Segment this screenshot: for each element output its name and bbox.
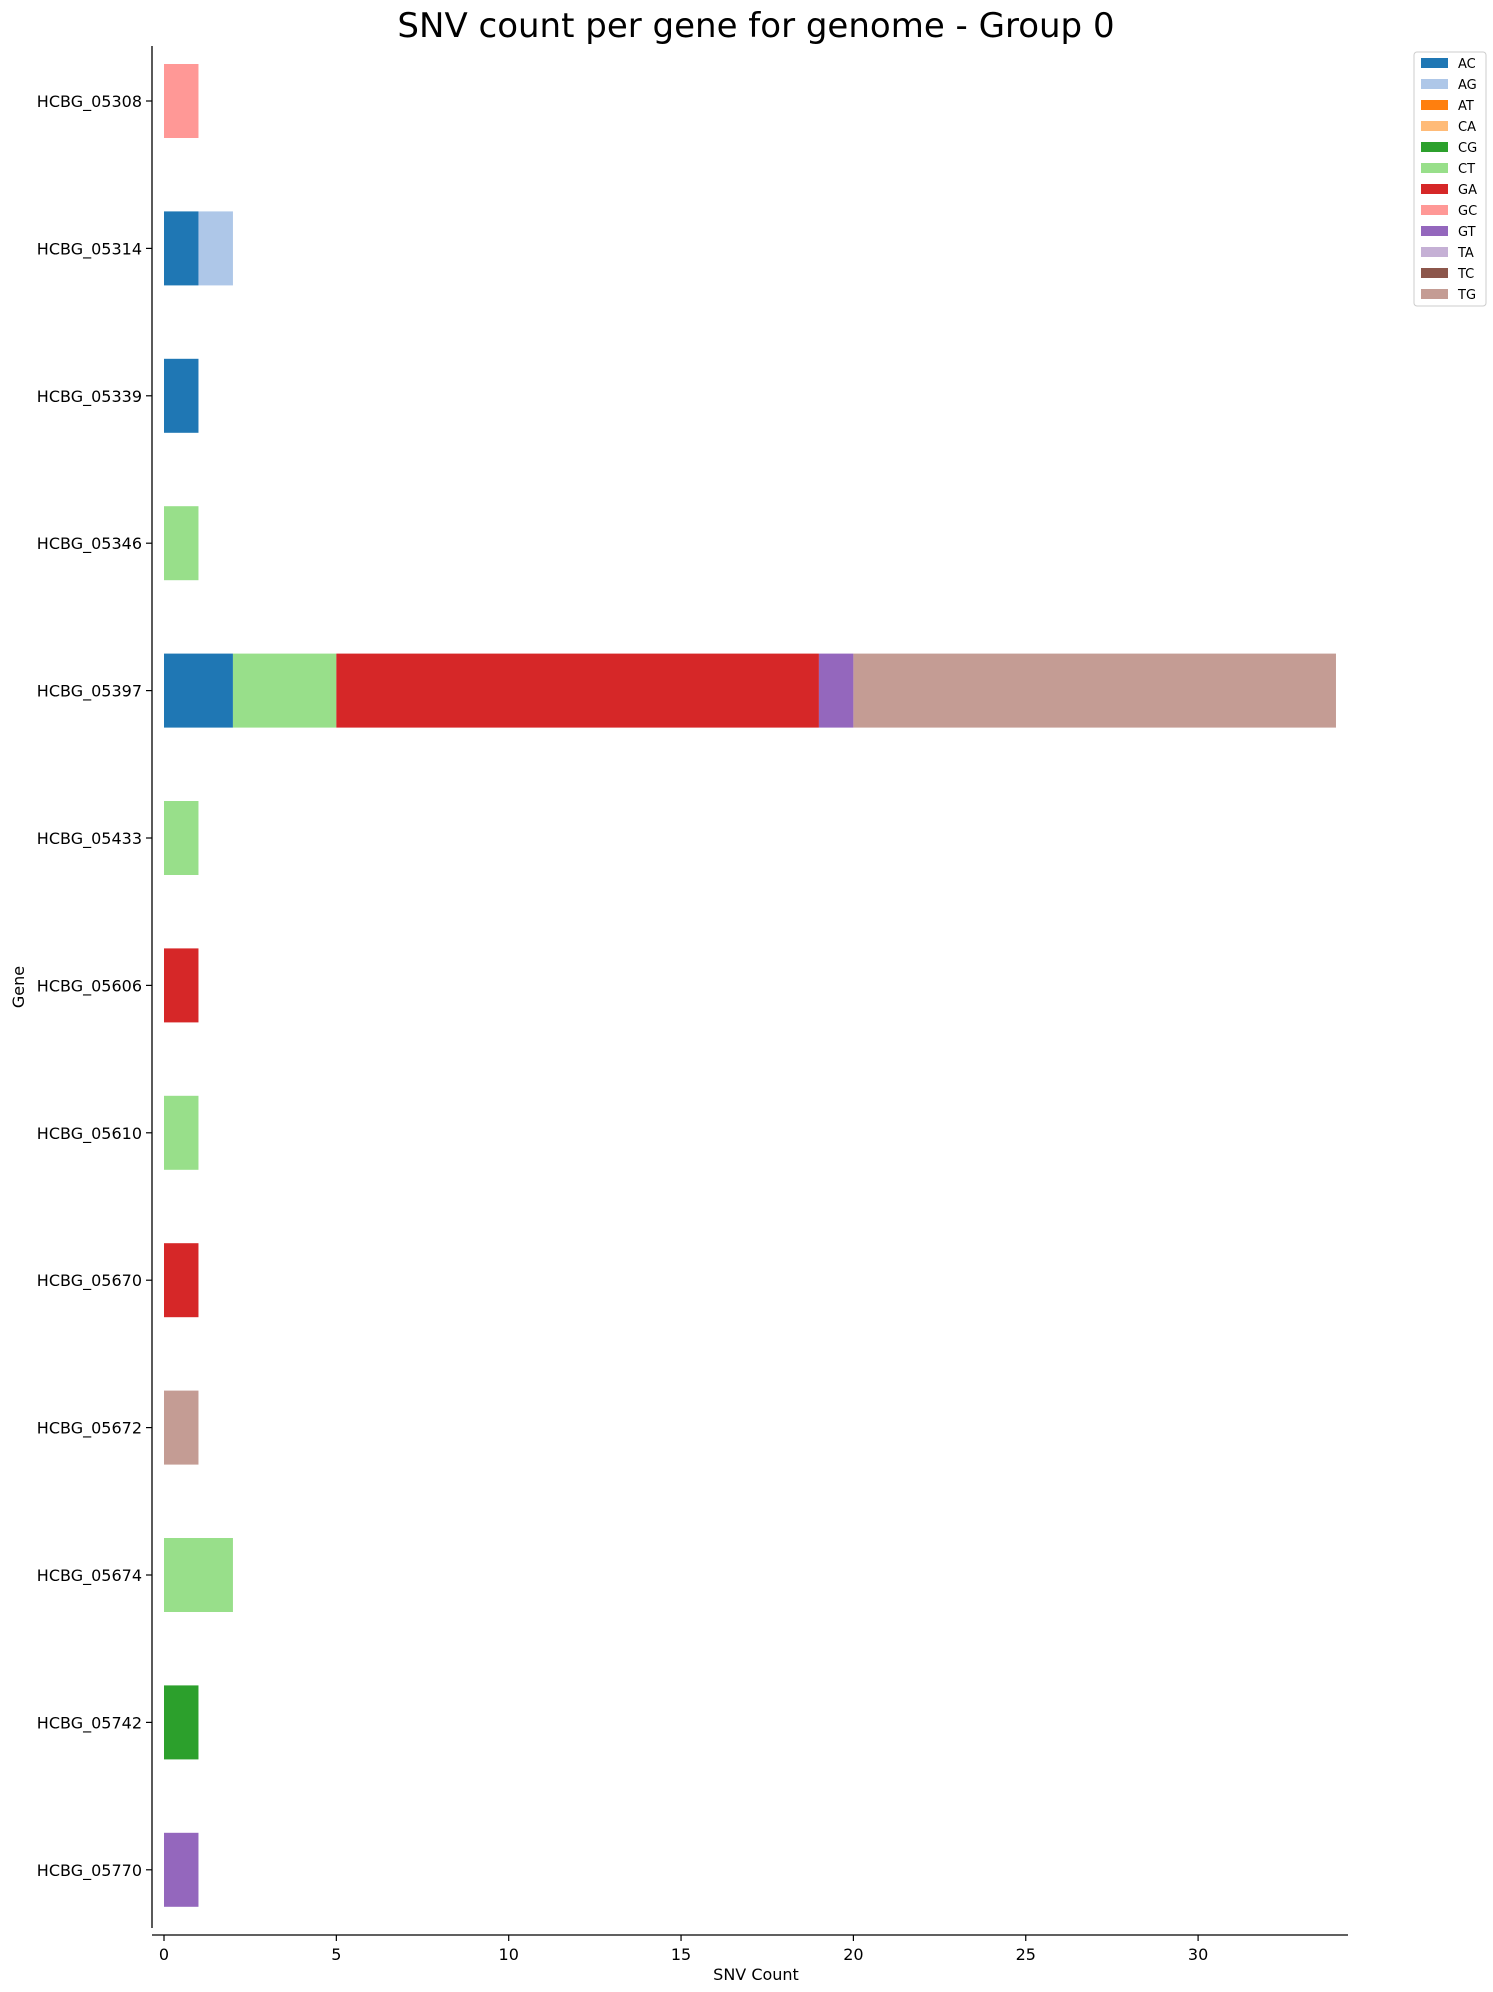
bar-segment-hcbg_05397-gt: [818, 653, 854, 728]
legend-label-gt: GT: [1458, 225, 1476, 240]
x-tick-label: 25: [1016, 1945, 1036, 1964]
y-tick-label: HCBG_05314: [37, 239, 142, 259]
legend-swatch-ag: [1421, 79, 1448, 89]
chart-title: SNV count per gene for genome - Group 0: [397, 6, 1114, 46]
y-tick-label: HCBG_05670: [37, 1271, 142, 1291]
legend-swatch-ca: [1421, 121, 1448, 131]
x-tick-label: 10: [499, 1945, 519, 1964]
bar-segment-hcbg_05308-gc: [164, 64, 199, 138]
legend-label-ga: GA: [1458, 183, 1477, 198]
y-tick-label: HCBG_05346: [37, 534, 142, 554]
legend-items: AC AG AT CA CG CT GA GC GT TA TC TG: [1421, 57, 1477, 303]
bar-segment-hcbg_05672-tg: [164, 1390, 199, 1465]
x-axis-label: SNV Count: [713, 1965, 799, 1984]
legend-swatch-cg: [1421, 142, 1448, 152]
legend-label-cg: CG: [1458, 141, 1477, 156]
legend-swatch-ct: [1421, 163, 1448, 173]
legend-swatch-ta: [1421, 247, 1448, 257]
legend-label-ct: CT: [1458, 162, 1475, 177]
x-axis-ticks: 0 5 10 15 20 25 30: [159, 1935, 1208, 1964]
bar-segment-hcbg_05346-ct: [164, 506, 199, 581]
bar-segment-hcbg_05314-ag: [198, 211, 233, 286]
bar-segment-hcbg_05397-ct: [232, 653, 337, 728]
legend-label-ca: CA: [1458, 120, 1476, 135]
bar-segment-hcbg_05397-ga: [336, 653, 819, 728]
legend-swatch-gc: [1421, 205, 1448, 215]
bar-segment-hcbg_05770-gt: [164, 1832, 199, 1907]
legend-swatch-ga: [1421, 184, 1448, 194]
legend-label-at: AT: [1458, 99, 1474, 114]
y-axis-ticks: HCBG_05308 HCBG_05314 HCBG_05339 HCBG_05346…: [37, 92, 152, 1881]
y-tick-label: HCBG_05339: [37, 387, 142, 407]
y-tick-label: HCBG_05433: [37, 829, 142, 849]
y-tick-label: HCBG_05770: [37, 1861, 142, 1881]
bar-segment-hcbg_05397-ac: [164, 653, 233, 728]
bar-segment-hcbg_05433-ct: [164, 801, 199, 875]
legend-label-ta: TA: [1457, 246, 1474, 261]
legend-frame: [1413, 51, 1487, 307]
legend-label-tg: TG: [1457, 288, 1476, 303]
legend-swatch-ac: [1421, 58, 1448, 68]
y-tick-label: HCBG_05606: [37, 976, 142, 996]
y-tick-label: HCBG_05397: [37, 682, 142, 702]
legend-label-gc: GC: [1458, 204, 1477, 219]
x-tick-label: 15: [671, 1945, 691, 1964]
x-tick-label: 20: [843, 1945, 863, 1964]
legend-swatch-tc: [1421, 268, 1448, 278]
legend-swatch-gt: [1421, 226, 1448, 236]
bar-segment-hcbg_05670-ga: [164, 1243, 199, 1318]
y-tick-label: HCBG_05742: [37, 1713, 142, 1733]
bar-segment-hcbg_05742-cg: [164, 1685, 199, 1760]
legend-label-ac: AC: [1458, 57, 1476, 72]
bar-segment-hcbg_05339-ac: [164, 358, 199, 433]
bar-segment-hcbg_05314-ac: [164, 211, 199, 286]
bar-segment-hcbg_05610-ct: [164, 1095, 199, 1170]
bars-layer: [164, 64, 1336, 1907]
y-tick-label: HCBG_05672: [37, 1419, 142, 1439]
bar-segment-hcbg_05606-ga: [164, 948, 199, 1023]
bar-segment-hcbg_05674-ct: [164, 1538, 233, 1612]
bar-segment-hcbg_05397-tg: [853, 653, 1336, 728]
x-tick-label: 0: [159, 1945, 169, 1964]
y-tick-label: HCBG_05308: [37, 92, 142, 112]
y-tick-label: HCBG_05610: [37, 1124, 142, 1144]
legend-swatch-tg: [1421, 289, 1448, 299]
legend-label-ag: AG: [1458, 78, 1477, 93]
y-tick-label: HCBG_05674: [37, 1566, 142, 1586]
x-tick-label: 30: [1188, 1945, 1208, 1964]
legend: AC AG AT CA CG CT GA GC GT TA TC TG: [1413, 51, 1487, 307]
legend-label-tc: TC: [1457, 267, 1474, 282]
y-axis-label: Gene: [9, 966, 28, 1008]
legend-swatch-at: [1421, 100, 1448, 110]
x-tick-label: 5: [331, 1945, 341, 1964]
